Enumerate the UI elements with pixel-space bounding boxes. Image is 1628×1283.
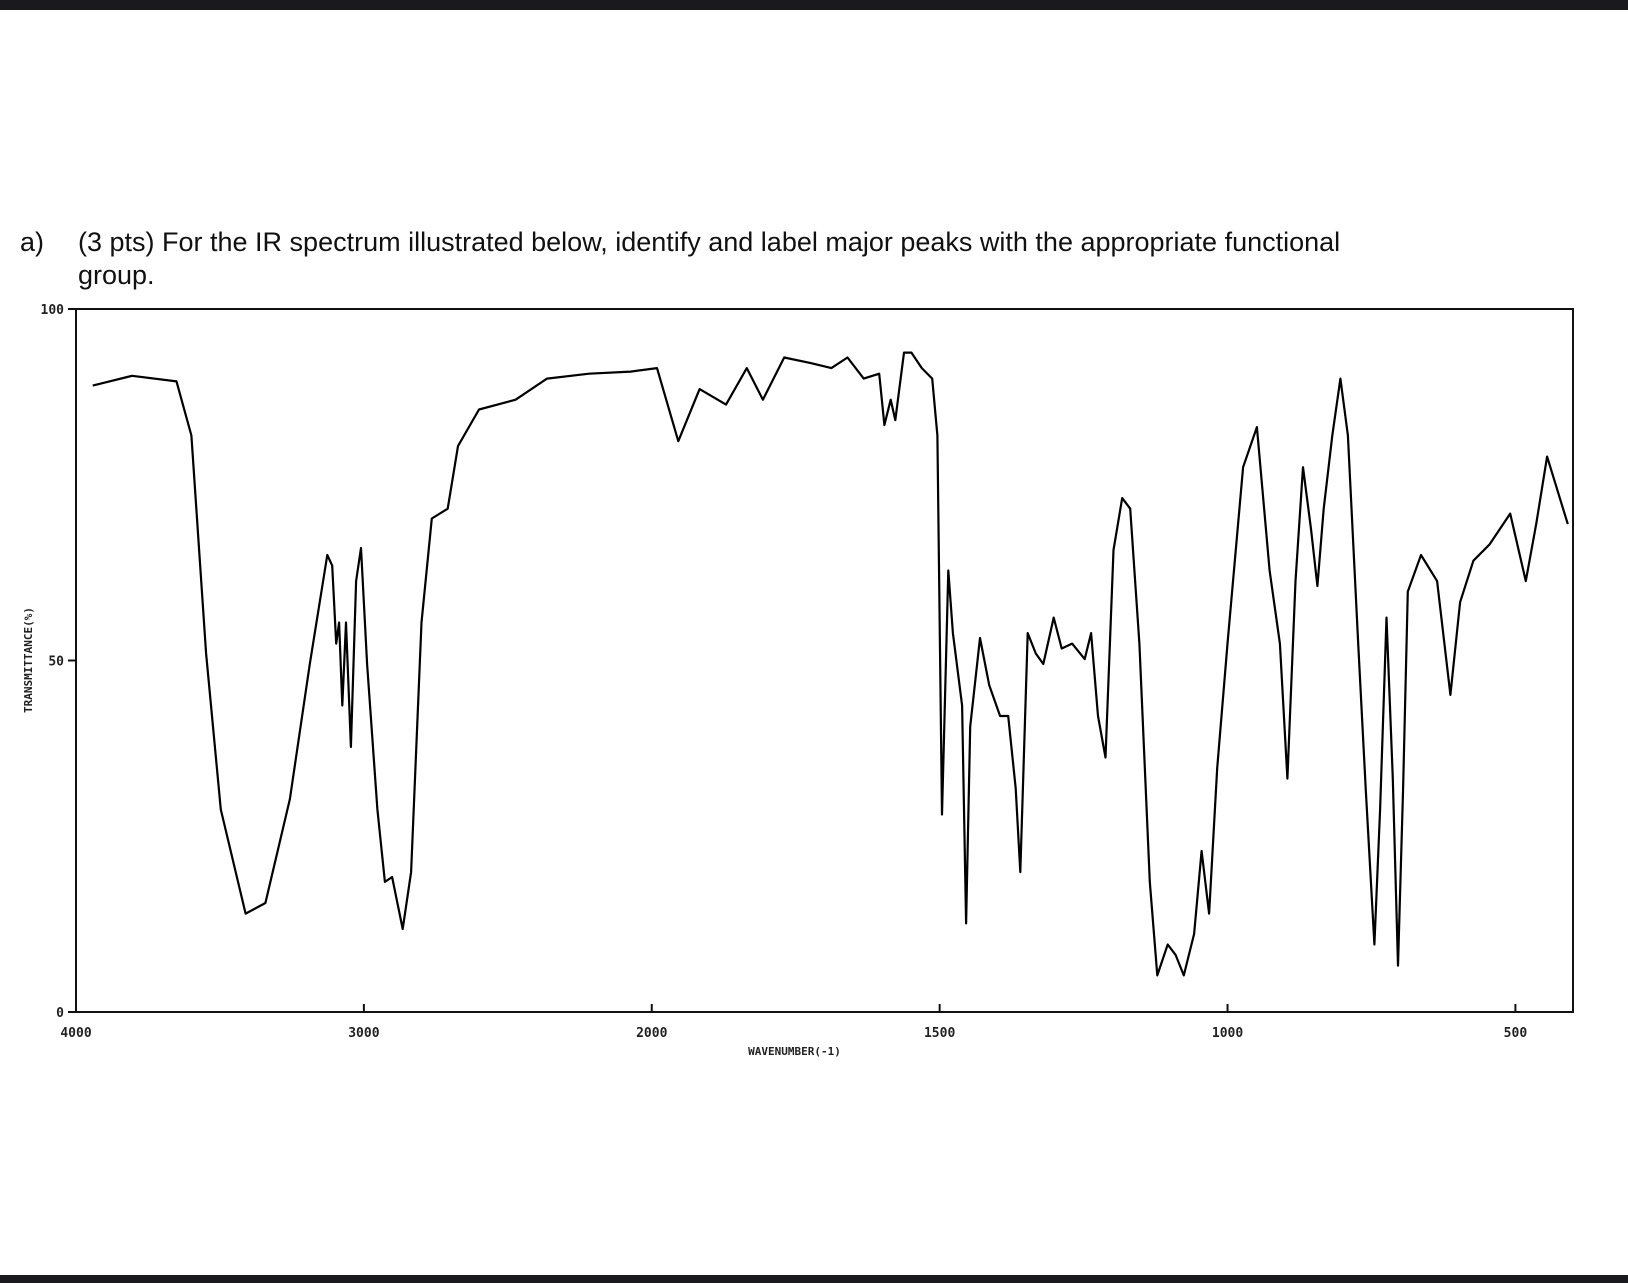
x-axis-label: WAVENUMBER(-1)	[748, 1045, 841, 1058]
x-tick-label: 1000	[1212, 1026, 1243, 1041]
x-tick-label: 1500	[924, 1026, 955, 1041]
x-tick-label: 500	[1504, 1026, 1528, 1041]
x-tick-label: 4000	[60, 1026, 91, 1041]
question-text: (3 pts) For the IR spectrum illustrated …	[78, 227, 1340, 290]
question-label: a)	[20, 227, 44, 257]
top-bar	[0, 0, 1628, 10]
spectrum-line	[92, 351, 1569, 977]
plot-frame	[75, 308, 1574, 1013]
y-tick-label: 100	[41, 303, 65, 318]
y-tick-label: 0	[56, 1006, 64, 1021]
y-tick-label: 50	[48, 655, 64, 670]
y-axis-label: TRANSMITTANCE(%)	[22, 607, 35, 713]
x-tick-label: 2000	[636, 1026, 667, 1041]
x-tick-label: 3000	[348, 1026, 379, 1041]
bottom-bar	[0, 1275, 1628, 1283]
